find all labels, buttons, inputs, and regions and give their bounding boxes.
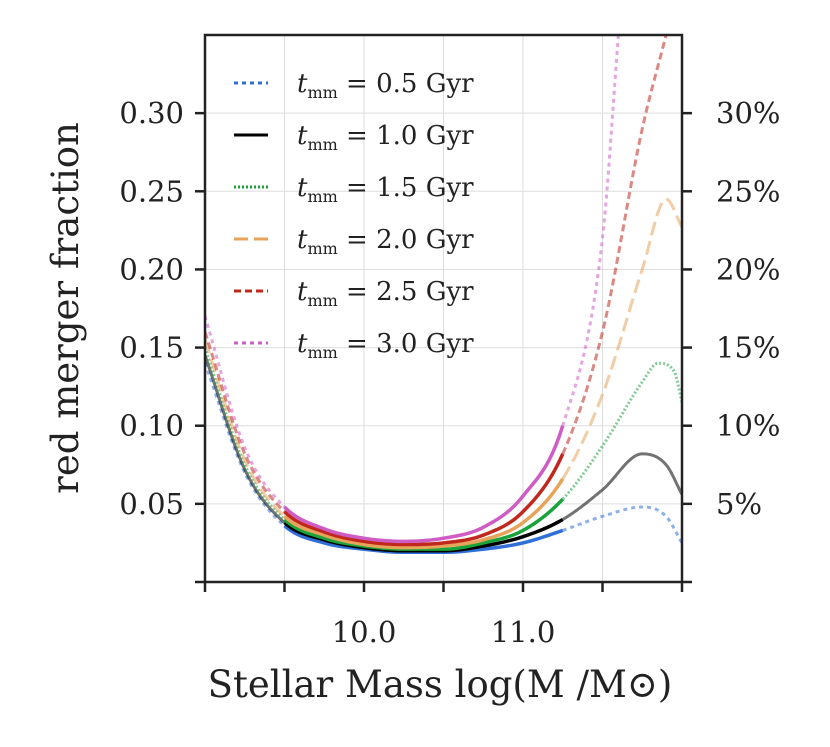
legend-label-sub: mm [307, 187, 337, 206]
series-line-extrapolated [561, 361, 682, 501]
legend-label-main: t [297, 121, 308, 151]
legend-label-main: t [297, 329, 308, 359]
grid [204, 35, 683, 582]
legend-label-sub: mm [307, 343, 337, 362]
series-line [283, 453, 565, 547]
y-tick-label: 0.15 [119, 331, 184, 365]
series-lines [205, 35, 682, 555]
legend-label-rest: = 2.5 Gyr [338, 277, 474, 307]
series-line-extrapolated [205, 347, 286, 521]
series-line-extrapolated [561, 452, 682, 521]
legend-label-rest: = 0.5 Gyr [338, 69, 474, 99]
legend-entry-label: tmm = 3.0 Gyr [297, 329, 474, 362]
legend-label-rest: = 3.0 Gyr [338, 329, 474, 359]
legend-entry-label: tmm = 2.5 Gyr [297, 277, 474, 310]
legend-label-main: t [297, 277, 308, 307]
right-y-tick-label: 15% [716, 331, 780, 365]
series-line-extrapolated [205, 362, 286, 527]
legend-label-sub: mm [307, 135, 337, 154]
y-tick-label: 0.25 [119, 174, 184, 208]
legend-entry-label: tmm = 2.0 Gyr [297, 225, 474, 258]
series-line-extrapolated [205, 331, 286, 513]
series-line-extrapolated [205, 354, 286, 524]
right-y-tick-label: 20% [716, 252, 780, 286]
series-line-extrapolated [562, 505, 682, 544]
series-line [283, 477, 565, 550]
right-y-tick-label: 30% [716, 96, 780, 130]
y-tick-label: 0.20 [119, 252, 184, 286]
legend-entry-label: tmm = 0.5 Gyr [297, 69, 474, 102]
legend-label-main: t [297, 69, 308, 99]
legend-entry-label: tmm = 1.5 Gyr [297, 173, 474, 206]
series-line-extrapolated [205, 339, 286, 518]
legend-label-sub: mm [307, 239, 337, 258]
legend-label-rest: = 1.0 Gyr [338, 121, 474, 151]
y-axis-label: red merger fraction [44, 122, 87, 494]
series-line [283, 497, 565, 551]
legend-label-main: t [297, 173, 308, 203]
right-y-tick-label: 10% [716, 409, 780, 443]
legend-label-rest: = 1.5 Gyr [338, 173, 474, 203]
legend-label-sub: mm [307, 291, 337, 310]
series-line-extrapolated [205, 315, 286, 509]
x-tick-label: 11.0 [491, 615, 556, 649]
right-y-tick-label: 25% [716, 174, 780, 208]
legend-label-main: t [297, 225, 308, 255]
legend-label-sub: mm [307, 83, 337, 102]
axis-ticks [195, 111, 692, 592]
tick-labels: 10.0 11.0 0.05 0.10 0.15 0.20 0.25 0.30 5% 10% 15%… [119, 96, 780, 649]
series-line [283, 425, 565, 544]
legend-label-rest: = 2.0 Gyr [338, 225, 474, 255]
series-line-extrapolated [561, 197, 682, 480]
x-axis-label: Stellar Mass log(M /M⊙) [208, 663, 673, 706]
right-y-tick-label: 5% [716, 487, 762, 521]
y-tick-label: 0.05 [119, 487, 184, 521]
series-line-extrapolated [561, 35, 668, 455]
x-tick-label: 10.0 [332, 615, 397, 649]
legend-entry-label: tmm = 1.0 Gyr [297, 121, 474, 154]
series-line-extrapolated [561, 35, 620, 427]
y-tick-label: 0.10 [119, 409, 184, 443]
y-tick-label: 0.30 [119, 96, 184, 130]
